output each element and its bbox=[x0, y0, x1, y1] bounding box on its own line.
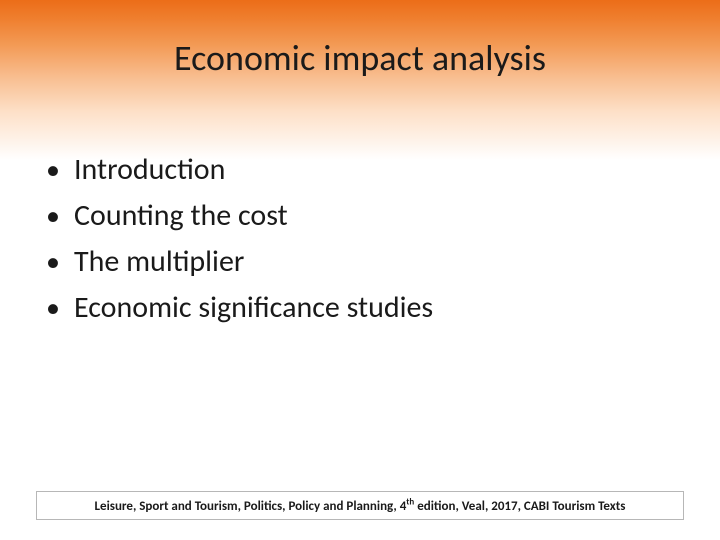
bullet-text: Counting the cost bbox=[74, 196, 288, 236]
list-item: • Economic significance studies bbox=[40, 288, 680, 328]
list-item: • Counting the cost bbox=[40, 196, 680, 236]
bullet-icon: • bbox=[40, 288, 74, 328]
bullet-icon: • bbox=[40, 196, 74, 236]
list-item: • The multiplier bbox=[40, 242, 680, 282]
bullet-list: • Introduction • Counting the cost • The… bbox=[40, 150, 680, 334]
footer-text-prefix: Leisure, Sport and Tourism, Politics, Po… bbox=[95, 499, 407, 514]
slide-title: Economic impact analysis bbox=[0, 36, 720, 80]
footer-citation-box: Leisure, Sport and Tourism, Politics, Po… bbox=[36, 491, 684, 520]
list-item: • Introduction bbox=[40, 150, 680, 190]
bullet-text: Economic significance studies bbox=[74, 288, 433, 328]
bullet-text: The multiplier bbox=[74, 242, 244, 282]
bullet-text: Introduction bbox=[74, 150, 225, 190]
footer-citation: Leisure, Sport and Tourism, Politics, Po… bbox=[95, 499, 626, 514]
bullet-icon: • bbox=[40, 242, 74, 282]
footer-text-suffix: edition, Veal, 2017, CABI Tourism Texts bbox=[414, 499, 625, 514]
header-gradient bbox=[0, 0, 720, 160]
bullet-icon: • bbox=[40, 150, 74, 190]
